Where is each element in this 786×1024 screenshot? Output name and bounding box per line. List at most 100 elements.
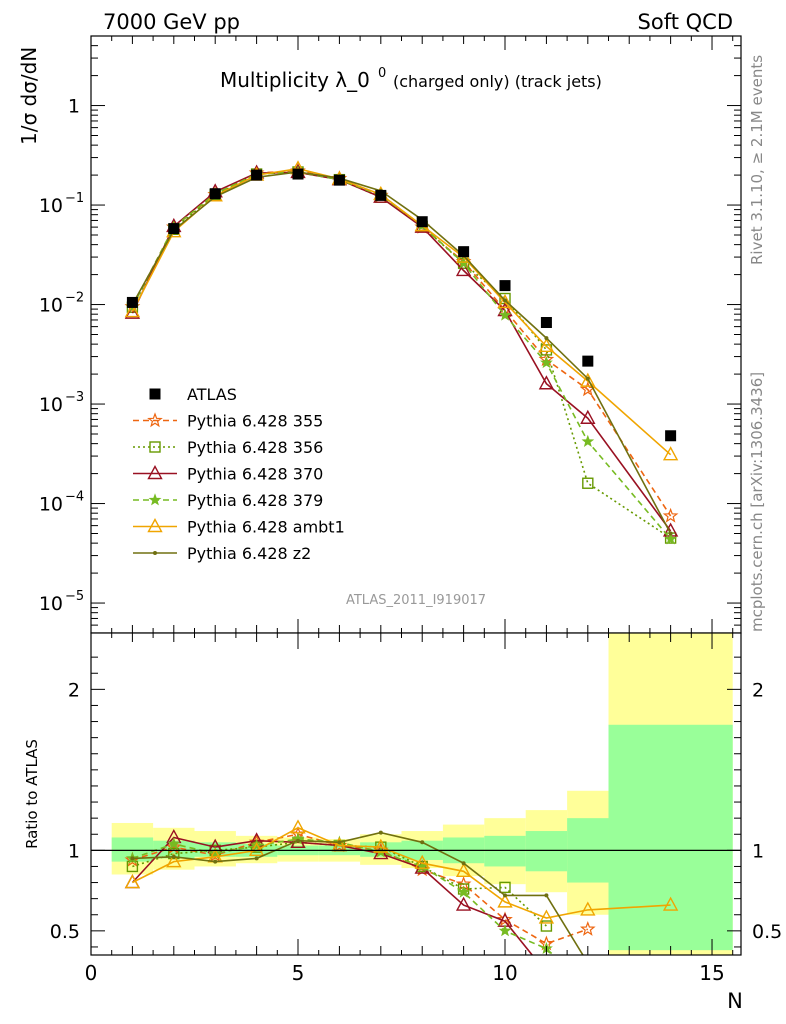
title-superscript: 0 <box>378 66 386 81</box>
ratio-data-point <box>586 961 590 965</box>
atlas-data-point <box>416 216 428 228</box>
main-y-tick-label: 10 <box>39 593 63 615</box>
atlas-data-point <box>333 174 345 186</box>
ratio-data-point <box>455 862 472 877</box>
legend-entry: ATLAS <box>149 385 237 404</box>
ratio-series-line <box>132 831 584 955</box>
data-point <box>581 434 595 448</box>
main-y-tick-label: 10 <box>39 394 63 416</box>
title-main: Multiplicity λ_0 <box>220 68 370 92</box>
ratio-data-point <box>581 962 594 974</box>
main-y-tick-exponent: −5 <box>65 589 84 604</box>
main-data-layer <box>124 160 679 545</box>
ratio-data-point <box>166 853 182 868</box>
ratio-series-line <box>132 841 547 927</box>
atlas-data-point <box>126 296 138 308</box>
data-point <box>580 372 596 387</box>
atlas-data-point <box>540 317 552 329</box>
ratio-data-point <box>461 861 466 866</box>
data-point <box>662 446 679 461</box>
ratio-panel: 0.5 0.5 1 1 2 2 0 5 10 15 Ratio to ATLAS N <box>23 632 782 1013</box>
legend-entry: Pythia 6.428 370 <box>133 465 323 484</box>
main-plot-area <box>91 36 741 633</box>
legend-label: Pythia 6.428 356 <box>187 438 323 457</box>
ratio-data-point <box>414 859 430 874</box>
ratio-data-point <box>538 909 555 924</box>
mcplots-source-label: mcplots.cern.ch [arXiv:1306.3436] <box>748 372 766 632</box>
ratio-data-point <box>373 838 389 853</box>
ratio-data-point <box>499 881 511 894</box>
legend-label: Pythia 6.428 379 <box>187 491 323 510</box>
data-point <box>503 298 508 303</box>
atlas-data-point <box>499 280 511 292</box>
data-point <box>497 293 513 309</box>
ratio-data-point <box>544 893 549 898</box>
atlas-data-point <box>251 169 263 181</box>
ratio-series-pythia-6-428-z2 <box>130 830 590 965</box>
ratio-data-point <box>337 840 342 845</box>
main-y-tick-exponent: −1 <box>65 191 84 206</box>
ratio-data-point <box>414 854 430 869</box>
main-y-axis-label: 1/σ dσ/dN <box>17 47 41 145</box>
data-point <box>124 303 141 318</box>
ratio-data-point <box>420 840 425 845</box>
main-y-tick-label: 10 <box>39 494 63 516</box>
ratio-series-line <box>132 826 671 919</box>
data-point <box>498 308 512 321</box>
ratio-data-point <box>580 901 596 916</box>
ratio-data-point <box>171 854 176 859</box>
data-point <box>662 507 679 523</box>
ratio-data-point <box>662 896 679 911</box>
ratio-data-point <box>290 819 306 834</box>
ratio-data-point <box>378 830 383 835</box>
legend-label: ATLAS <box>187 385 237 404</box>
ratio-y-axis-label: Ratio to ATLAS <box>23 739 41 849</box>
legend: ATLAS Pythia 6.428 355 Pythia 6.428 356 Pyt… <box>133 385 345 563</box>
main-panel: 110−110−210−310−410−5 Multiplicity λ_0 0… <box>17 35 742 634</box>
ratio-band-green <box>525 831 568 872</box>
ratio-data-point <box>579 920 596 936</box>
ratio-data-point <box>540 966 553 978</box>
x-tick-label: 15 <box>699 961 724 985</box>
x-tick-label: 10 <box>492 961 517 985</box>
data-point <box>538 375 555 390</box>
ratio-data-point <box>248 841 265 857</box>
data-point <box>455 262 472 277</box>
main-y-tick-exponent: −2 <box>65 291 84 306</box>
legend-marker <box>153 551 157 555</box>
legend-entry: Pythia 6.428 ambt1 <box>133 518 345 537</box>
ratio-axes: 0.5 0.5 1 1 2 2 0 5 10 15 <box>50 633 782 985</box>
data-point <box>538 337 555 353</box>
ratio-data-point <box>457 885 471 898</box>
energy-label: 7000 GeV pp <box>103 10 240 34</box>
ratio-data-layer <box>124 819 679 978</box>
ratio-data-point <box>124 874 141 889</box>
ratio-y-tick-label-right: 1 <box>752 840 764 862</box>
ratio-y-tick-label-right: 0.5 <box>752 921 782 943</box>
atlas-data-point <box>665 430 677 442</box>
main-title: Multiplicity λ_0 0 (charged only) (track… <box>220 66 602 92</box>
ratio-data-point <box>540 920 553 932</box>
legend-entry: Pythia 6.428 z2 <box>133 544 311 563</box>
ratio-y-tick-label-left: 1 <box>68 840 80 862</box>
data-point <box>124 304 141 319</box>
main-y-tick-label: 10 <box>39 295 63 317</box>
ratio-data-point <box>455 896 472 911</box>
legend-label: Pythia 6.428 z2 <box>187 544 311 563</box>
legend-marker <box>147 412 163 428</box>
ratio-series-line <box>132 838 555 955</box>
main-y-tick-label: 1 <box>68 96 80 118</box>
x-tick-label: 0 <box>85 961 98 985</box>
atlas-data-point <box>292 168 304 180</box>
ratio-band-green <box>608 724 733 951</box>
main-axes: 110−110−210−310−410−5 <box>39 35 741 633</box>
ratio-series-line <box>131 836 534 955</box>
ratio-data-point <box>167 837 181 850</box>
atlas-data-point <box>458 246 470 258</box>
rivet-version-label: Rivet 3.1.10, ≥ 2.1M events <box>748 55 766 265</box>
ratio-y-tick-label-left: 2 <box>68 679 80 701</box>
ratio-data-point <box>213 859 218 864</box>
atlas-data-point <box>209 188 221 200</box>
data-point <box>664 532 678 545</box>
